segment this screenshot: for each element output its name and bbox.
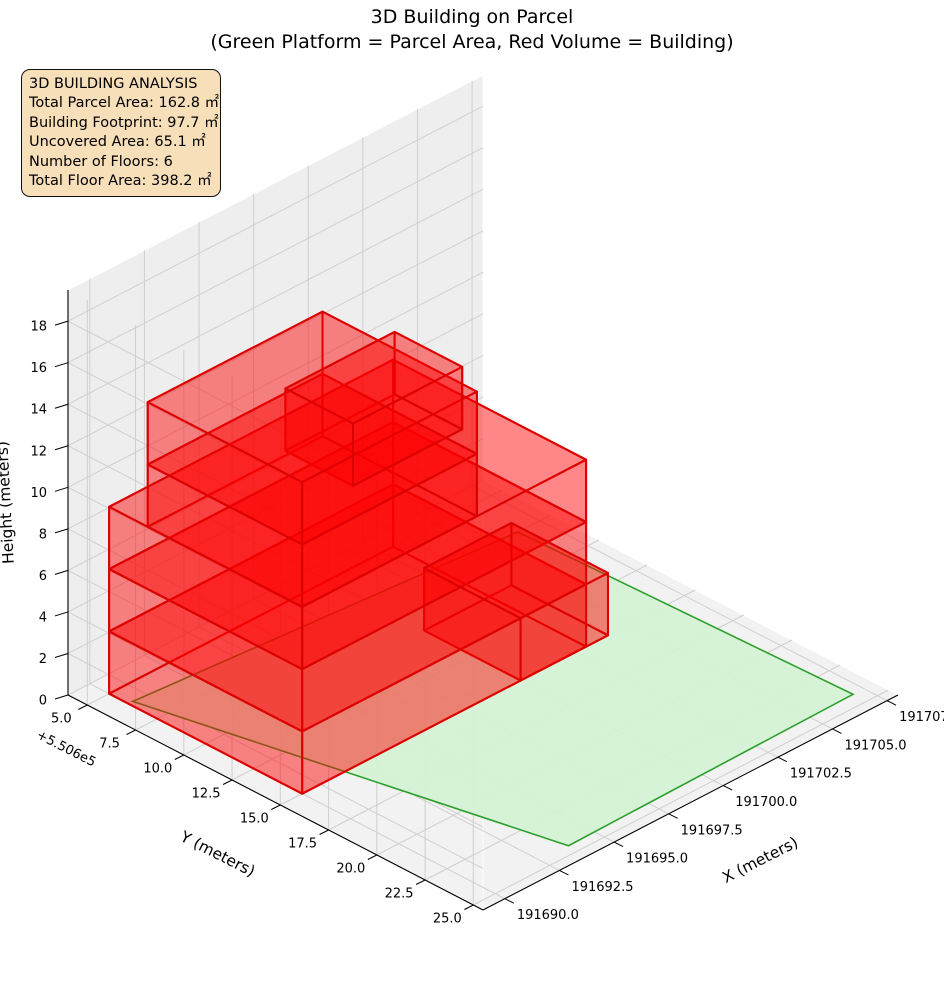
grid-line-z <box>67 653 484 869</box>
y-tick-label: 15.0 <box>240 812 269 827</box>
x-axis-line <box>482 694 899 911</box>
z-tick <box>54 652 69 658</box>
info-heading: 3D BUILDING ANALYSIS <box>29 76 198 92</box>
x-tick <box>832 728 842 734</box>
z-tick <box>54 320 69 326</box>
block-face-top-6 <box>423 522 609 620</box>
info-total-parcel-area: Total Parcel Area: 162.8 ㎡ <box>29 95 220 112</box>
x-tick <box>613 841 624 848</box>
z-tick-label: 6 <box>39 569 47 584</box>
z-tick <box>54 403 69 409</box>
x-tick-label: 191702.5 <box>790 767 852 782</box>
x-tick <box>559 869 569 876</box>
grid-line-z <box>67 147 484 364</box>
grid-line-z <box>67 230 484 447</box>
x-tick-label: 191700.0 <box>735 795 797 810</box>
y-axis-line <box>67 694 484 911</box>
z-tick <box>54 445 69 451</box>
y-axis-offset-text: +5.506e5 <box>34 728 98 771</box>
y-tick-label: 20.0 <box>336 862 365 877</box>
grid-line-y <box>473 689 889 906</box>
x-tick-label: 191707.5 <box>899 710 944 725</box>
y-axis-label: Y (meters) <box>177 827 258 880</box>
y-tick-label: 10.0 <box>143 762 172 777</box>
y-tick <box>464 904 474 910</box>
z-tick <box>54 528 69 534</box>
z-tick <box>54 486 69 492</box>
parcel-polygon <box>130 531 855 847</box>
x-tick-label: 191690.0 <box>517 908 579 923</box>
analysis-info-box: 3D BUILDING ANALYSIS Total Parcel Area: … <box>21 69 221 197</box>
y-tick <box>319 829 329 835</box>
chart-title-line-2: (Green Platform = Parcel Area, Red Volum… <box>210 31 734 53</box>
y-tick-label: 12.5 <box>192 787 221 802</box>
z-tick-label: 14 <box>30 403 47 418</box>
parcel-platform <box>130 531 855 847</box>
y-tick <box>271 804 281 810</box>
block-face-top-2 <box>108 358 588 608</box>
x-tick <box>777 756 788 763</box>
block-face-top-5 <box>284 330 464 425</box>
z-axis-label: Height (meters) <box>0 441 18 565</box>
grid-line-x <box>471 485 888 702</box>
y-tick-label: 25.0 <box>433 912 462 927</box>
x-tick-label: 191705.0 <box>844 738 906 753</box>
x-tick-label: 191697.5 <box>681 823 743 838</box>
y-tick-label: 22.5 <box>385 887 414 902</box>
grid-line-z <box>67 105 484 322</box>
z-tick <box>54 362 69 368</box>
x-tick <box>504 898 515 904</box>
grid-line-z <box>67 271 484 488</box>
x-tick <box>723 785 733 791</box>
chart-title-line-1: 3D Building on Parcel <box>370 6 574 28</box>
info-number-of-floors: Number of Floors: 6 <box>29 153 173 170</box>
x-tick <box>886 700 897 706</box>
grid-line-z <box>67 479 484 696</box>
y-tick <box>222 779 233 785</box>
y-tick-label: 17.5 <box>288 837 317 852</box>
x-tick <box>668 813 678 819</box>
x-tick-label: 191692.5 <box>571 880 633 895</box>
grid-line-z <box>67 320 484 537</box>
z-tick-label: 16 <box>30 361 47 376</box>
y-tick-label: 5.0 <box>51 712 72 727</box>
x-axis-label: X (meters) <box>720 833 802 886</box>
z-tick-label: 12 <box>30 444 47 459</box>
z-tick-label: 4 <box>39 610 47 625</box>
y-tick <box>78 704 88 710</box>
z-tick-label: 8 <box>39 527 47 542</box>
y-tick <box>126 729 136 735</box>
y-tick <box>415 879 426 885</box>
z-tick-label: 2 <box>39 652 47 667</box>
grid-line-z <box>67 362 484 579</box>
y-tick <box>174 754 185 760</box>
grid-line-z <box>67 188 484 405</box>
info-total-floor-area: Total Floor Area: 398.2 ㎡ <box>29 173 212 190</box>
building-volume <box>108 310 609 795</box>
info-building-footprint: Building Footprint: 97.7 ㎡ <box>29 114 219 131</box>
y-tick <box>367 854 378 860</box>
z-tick-label: 10 <box>30 486 47 501</box>
z-tick <box>54 694 69 700</box>
x-tick-label: 191695.0 <box>626 852 688 867</box>
z-tick <box>54 611 69 617</box>
z-tick-label: 0 <box>39 694 47 709</box>
z-tick-label: 18 <box>30 320 47 335</box>
z-tick <box>54 569 69 575</box>
info-uncovered-area: Uncovered Area: 65.1 ㎡ <box>29 134 206 151</box>
y-tick-label: 7.5 <box>99 737 120 752</box>
